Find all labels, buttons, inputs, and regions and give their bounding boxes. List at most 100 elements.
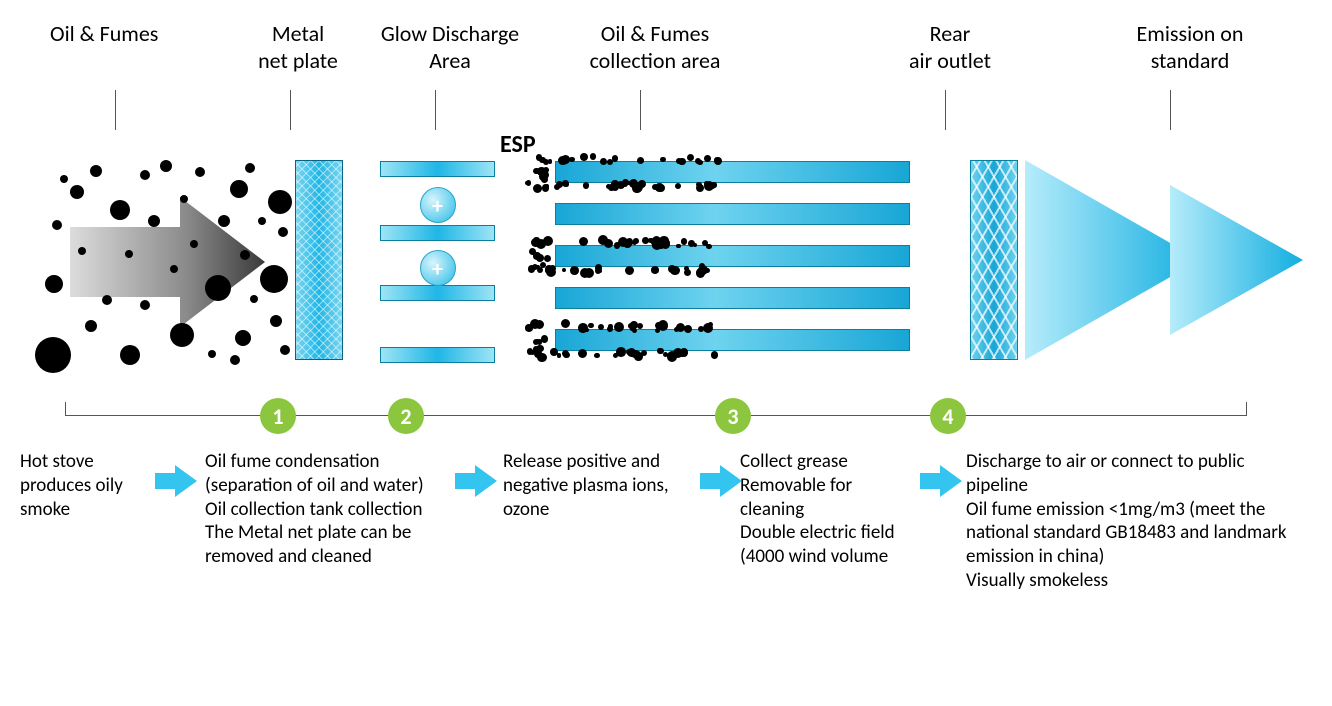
collected-particle [632,184,641,193]
collected-particle [590,153,596,159]
collected-particle [651,266,658,273]
particle-dot [205,275,231,301]
collected-particle [637,157,644,164]
collected-particle [657,348,662,353]
label-oil-fumes: Oil & Fumes [50,20,158,47]
glow-bar [380,347,495,363]
collected-particle [535,320,544,329]
particle-dot [170,323,194,347]
plasma-ion-icon: + [420,187,456,223]
metal-net-plate [295,160,343,360]
collected-particle [541,176,548,183]
particle-dot [78,247,86,255]
rear-pattern [971,161,1017,359]
particle-dot [190,240,198,248]
collected-particle [687,154,694,161]
label-glow-discharge: Glow DischargeArea [370,20,530,74]
collected-particle [632,240,637,245]
desc-stage-0: Hot stove produces oily smoke [20,450,145,521]
collected-particle [618,237,628,247]
collected-particle [684,266,689,271]
rear-air-outlet [970,160,1018,360]
particle-dot [45,275,63,293]
particle-dot [208,350,216,358]
collected-particle [703,323,713,333]
particle-dot [258,217,266,225]
flow-arrow-icon [700,465,742,502]
collected-particle [613,353,618,358]
tick-4 [640,90,641,130]
collected-particle [544,255,551,262]
collected-particle [537,353,546,362]
particle-dot [268,190,292,214]
glow-bar [380,285,495,301]
collected-particle [632,328,637,333]
particle-dot [195,167,205,177]
particle-dot [35,337,71,373]
collected-particle [541,335,549,343]
collected-particle [657,184,665,192]
outlet-arrow-icon [1025,155,1305,365]
collected-particle [563,352,570,359]
particle-dot [230,180,248,198]
flow-arrow-icon [920,465,962,502]
diagram-canvas: ++ [30,155,1310,365]
tick-6 [1170,90,1171,130]
collected-particle [711,351,718,358]
collected-particle [600,158,607,165]
collected-particle [594,353,600,359]
collected-particle [546,267,556,277]
tick-3 [435,90,436,130]
collected-particle [696,184,704,192]
collected-particle [676,158,682,164]
collected-particle [561,319,571,329]
desc-stage-2: Release positive and negative plasma ion… [503,450,693,521]
collected-particle [630,321,638,329]
collected-particle [533,237,540,244]
label-emission: Emission onstandard [1115,20,1265,74]
collected-particle [704,155,711,162]
desc-stage-1: Oil fume condensation (separation of oil… [205,450,445,569]
collected-particle [533,346,539,352]
collected-particle [528,265,535,272]
collected-particle [569,157,574,162]
collected-particle [570,266,579,275]
collected-particle [625,266,635,276]
collection-plate [555,245,910,267]
collected-particle [588,323,593,328]
collected-particle [675,183,681,189]
stage-number-2: 2 [388,398,424,434]
collected-particle [598,269,602,273]
collected-particle [550,348,558,356]
particle-dot [250,295,258,303]
collected-particle [660,157,665,162]
particle-dot [110,200,130,220]
glow-bar [380,161,495,177]
collected-particle [584,268,594,278]
collection-plate [555,329,910,351]
desc-stage-4: Discharge to air or connect to public pi… [966,450,1296,593]
label-rear-air-outlet: Rearair outlet [895,20,1005,74]
particle-dot [148,215,160,227]
stage-number-3: 3 [715,398,751,434]
flow-arrow-icon [155,465,197,502]
tick-2 [290,90,291,130]
particle-dot [240,250,250,260]
collected-particle [598,235,608,245]
collected-particle [696,268,705,277]
collected-particle [635,351,642,358]
collected-particle [641,350,647,356]
collected-particle [608,324,613,329]
particle-dot [140,300,150,310]
tick-1 [115,90,116,130]
collected-particle [578,349,587,358]
collected-particle [693,243,697,247]
collected-particle [527,348,533,354]
particle-dot [280,345,290,355]
collected-particle [583,182,589,188]
particle-dot [90,165,102,177]
net-pattern [296,161,342,359]
particle-dot [278,227,288,237]
glow-bar [380,225,495,241]
particle-dot [230,355,240,365]
